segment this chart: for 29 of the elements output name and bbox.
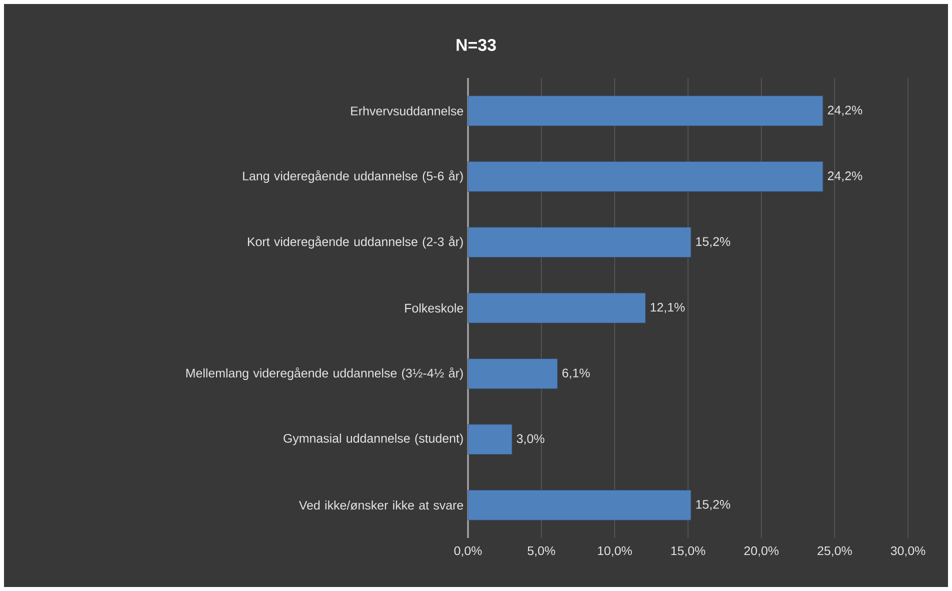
data-label: 24,2% [828,106,862,116]
x-tick-label: 5,0% [528,546,556,557]
bar [468,161,824,192]
x-tick-label: 25,0% [818,546,852,557]
y-tick-label: Ved ikke/ønsker ikke at svare [298,500,464,510]
bar [468,490,692,520]
y-tick-label: Kort videregående uddannelse (2-3 år) [248,236,463,249]
x-tick-label: 30,0% [890,546,926,557]
chart-title: N=33 [456,38,496,51]
bar [468,96,824,126]
y-tick-label: Mellemlang videregående uddannelse (3½-4½ år) [186,367,463,380]
x-tick-label: 10,0% [598,546,632,557]
x-tick-label: 0,0% [454,546,482,557]
data-label: 15,2% [696,237,730,248]
data-label: 24,2% [828,171,862,182]
y-tick-label: Lang videregående uddannelse (5-6 år) [243,170,463,183]
x-tick-label: 20,0% [744,546,779,557]
bar [468,292,646,324]
data-label: 15,2% [696,500,730,510]
data-label: 6,1% [562,368,590,379]
y-tick-label: Folkeskole [405,303,464,313]
y-tick-label: Gymnasial uddannelse (student) [284,434,463,446]
x-tick-label: 15,0% [671,546,706,557]
bar [468,227,692,258]
data-label: 12,1% [650,302,685,314]
bar [468,358,558,389]
data-label: 3,0% [516,434,544,445]
bar [468,424,512,455]
y-tick-label: Erhvervsuddannelse [351,106,464,116]
